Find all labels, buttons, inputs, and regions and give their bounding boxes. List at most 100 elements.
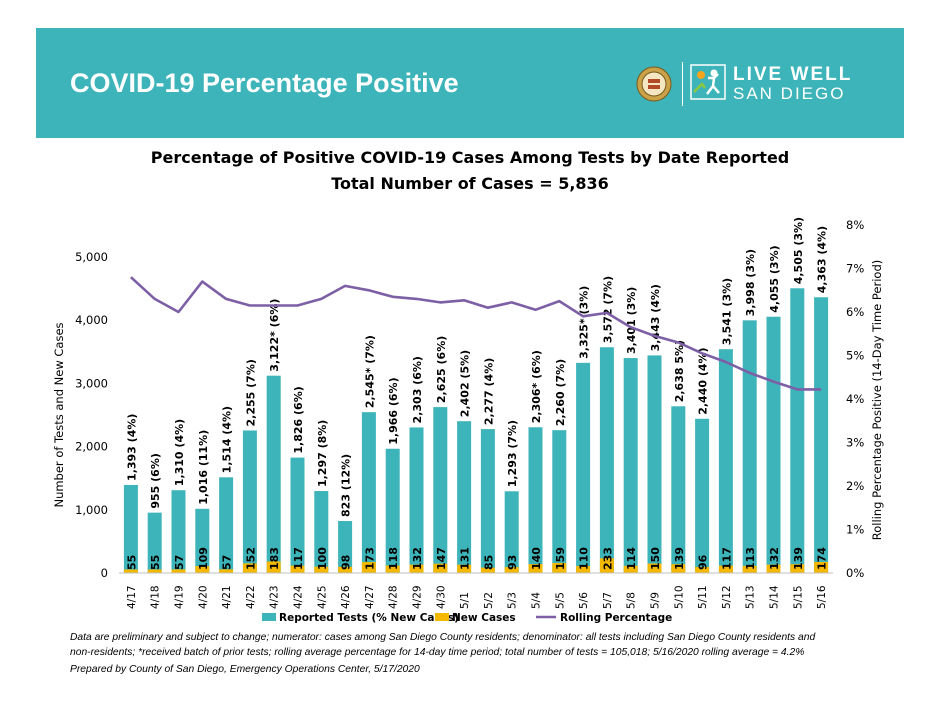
logo-text-live-well: LIVE WELL [733, 64, 853, 85]
x-tick-label: 5/15 [792, 585, 804, 609]
new-cases-label: 139 [792, 547, 805, 570]
new-cases-label: 131 [459, 547, 472, 570]
y-tick-label: 3,000 [75, 376, 108, 390]
bar-new-cases [552, 562, 567, 573]
bar-reported-tests [552, 430, 567, 573]
y2-axis-title: Rolling Percentage Positive (14-Day Time… [870, 260, 884, 540]
bar-new-cases [242, 563, 257, 573]
reported-tests-label: 1,514 (4%) [221, 406, 234, 473]
prepared-by-note: Prepared by County of San Diego, Emergen… [70, 664, 420, 675]
logo-text-san-diego: SAN DIEGO [733, 84, 846, 103]
bar-new-cases [147, 569, 162, 573]
x-tick-label: 4/23 [269, 585, 281, 609]
new-cases-label: 150 [649, 547, 662, 570]
bar-reported-tests [480, 429, 495, 573]
reported-tests-label: 3,541 (3%) [720, 278, 733, 345]
bar-new-cases [290, 565, 305, 573]
y2-tick-label: 7% [846, 262, 864, 276]
bar-new-cases [480, 567, 495, 573]
new-cases-label: 96 [697, 554, 710, 570]
reported-tests-label: 2,277 (4%) [482, 358, 495, 425]
bar-reported-tests [338, 520, 353, 573]
bar-reported-tests [171, 490, 186, 573]
new-cases-label: 114 [625, 547, 638, 570]
bar-new-cases [338, 566, 353, 573]
bar-reported-tests [528, 427, 543, 573]
y2-tick-label: 5% [846, 349, 864, 363]
bar-reported-tests [695, 418, 710, 573]
combo-chart: 0 1,000 2,000 3,000 4,000 5,000 0% 1% 2% 3% 4% 5% 6%… [52, 217, 884, 624]
y-tick-label: 5,000 [75, 250, 108, 264]
x-tick-label: 4/18 [150, 585, 162, 609]
bar-new-cases [409, 564, 424, 573]
bar-reported-tests [623, 358, 638, 573]
bar-reported-tests [647, 355, 662, 573]
new-cases-label: 147 [435, 547, 448, 570]
bar-new-cases [647, 563, 662, 573]
bar-new-cases [576, 566, 591, 573]
new-cases-label: 139 [673, 547, 686, 570]
bar-new-cases [314, 566, 329, 573]
x-tick-label: 4/29 [412, 585, 424, 609]
reported-tests-label: 3,998 (3%) [744, 249, 757, 316]
chart-title: Percentage of Positive COVID-19 Cases Am… [150, 148, 790, 167]
y2-tick-label: 2% [846, 479, 864, 493]
x-tick-label: 5/8 [626, 592, 638, 609]
bar-new-cases [385, 565, 400, 573]
y-tick-label: 1,000 [75, 503, 108, 517]
reported-tests-label: 1,310 (4%) [173, 419, 186, 486]
bar-reported-tests [457, 421, 472, 573]
x-tick-label: 5/13 [745, 585, 757, 609]
x-tick-label: 5/5 [554, 592, 566, 609]
y2-tick-label: 6% [846, 305, 864, 319]
bar-reported-tests [219, 477, 234, 573]
bar-reported-tests [504, 491, 519, 573]
legend-swatch [262, 613, 276, 621]
x-tick-label: 5/12 [721, 585, 733, 609]
header-banner: COVID-19 Percentage Positive LIVE WELL S… [36, 28, 904, 138]
bar-reported-tests [576, 362, 591, 573]
reported-tests-label: 3,572 (7%) [601, 276, 614, 343]
x-tick-label: 4/25 [316, 585, 328, 609]
legend-label: Reported Tests (% New Cases) [279, 612, 459, 624]
x-tick-label: 5/11 [697, 585, 709, 609]
bar-reported-tests [814, 297, 829, 573]
new-cases-label: 93 [506, 555, 519, 570]
new-cases-label: 117 [292, 547, 305, 570]
bar-new-cases [361, 562, 376, 573]
bar-reported-tests [742, 320, 757, 573]
footnote-line-1: Data are preliminary and subject to chan… [70, 632, 816, 643]
x-tick-label: 4/17 [126, 585, 138, 609]
bar-reported-tests [266, 375, 281, 573]
y2-tick-label: 1% [846, 523, 864, 537]
y2-tick-label: 4% [846, 392, 864, 406]
new-cases-label: 132 [768, 547, 781, 570]
x-tick-label: 5/14 [769, 585, 781, 609]
bar-reported-tests [766, 316, 781, 573]
bar-reported-tests [790, 288, 805, 573]
reported-tests-label: 2,625 (6%) [435, 336, 448, 403]
new-cases-label: 113 [744, 547, 757, 570]
reported-tests-label: 955 (6%) [149, 453, 162, 509]
bar-new-cases [814, 562, 829, 573]
bar-new-cases [266, 561, 281, 573]
bar-new-cases [790, 564, 805, 573]
reported-tests-label: 2,303 (6%) [411, 356, 424, 423]
bar-reported-tests [433, 407, 448, 573]
bar-reported-tests [195, 508, 210, 573]
reported-tests-label: 1,016 (11%) [197, 430, 210, 505]
reported-tests-label: 1,293 (7%) [506, 420, 519, 487]
bar-reported-tests [599, 347, 614, 573]
reported-tests-label: 3,122* (6%) [268, 299, 281, 372]
x-tick-label: 4/19 [174, 585, 186, 609]
county-seal-icon [636, 66, 672, 102]
reported-tests-label: 4,505 (3%) [792, 217, 805, 284]
y-tick-label: 4,000 [75, 313, 108, 327]
reported-tests-label: 1,826 (6%) [292, 386, 305, 453]
x-tick-label: 4/28 [388, 585, 400, 609]
bar-new-cases [742, 565, 757, 573]
bar-new-cases [123, 569, 138, 573]
y2-tick-label: 0% [846, 566, 864, 580]
new-cases-label: 174 [816, 547, 829, 570]
new-cases-label: 140 [530, 547, 543, 570]
